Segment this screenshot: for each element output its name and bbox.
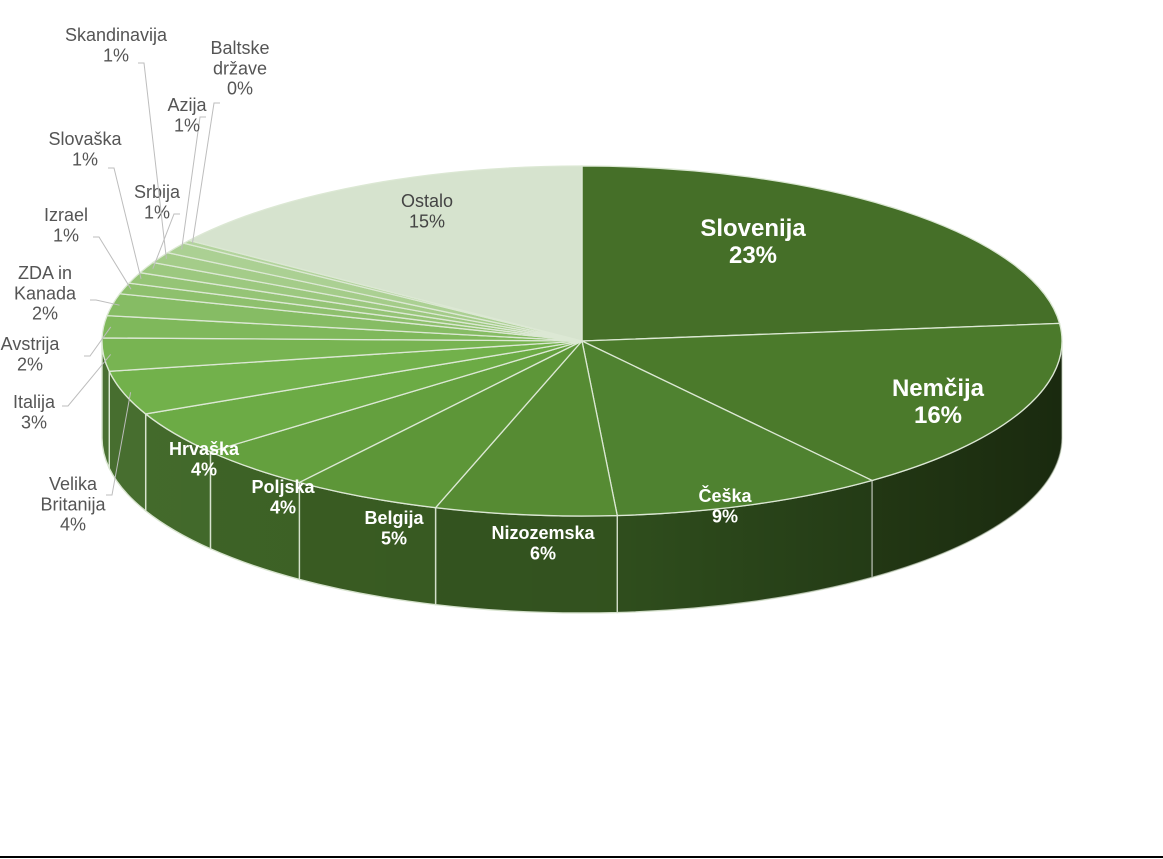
pie-slice-češka	[581, 339, 874, 517]
slice-percent-češka: 9%	[712, 506, 738, 526]
slice-name-srbija: Srbija	[134, 182, 181, 202]
slice-name-slovenija: Slovenija	[700, 215, 806, 242]
side-shading	[102, 341, 1062, 613]
slice-name-velika-britanija: Velika	[49, 474, 98, 494]
slice-name-azija: Azija	[167, 95, 207, 115]
slice-percent-skandinavija: 1%	[103, 45, 129, 65]
slice-percent-avstrija: 2%	[17, 354, 43, 374]
slice-name-baltske-države: Baltske	[210, 38, 269, 58]
slice-name-češka: Češka	[698, 485, 752, 506]
slice-percent-slovenija: 23%	[729, 242, 777, 269]
pie-slice-nemčija	[581, 322, 1063, 482]
slice-name-velika-britanija: Britanija	[40, 494, 106, 514]
slice-name-belgija: Belgija	[364, 508, 424, 528]
leader-line-slovaška	[108, 167, 142, 279]
slice-name-nemčija: Nemčija	[892, 375, 985, 402]
slice-percent-belgija: 5%	[381, 528, 407, 548]
slice-name-izrael: Izrael	[44, 205, 88, 225]
slice-percent-srbija: 1%	[144, 202, 170, 222]
slice-name-avstrija: Avstrija	[1, 334, 61, 354]
pie-slice-belgija	[297, 340, 583, 509]
bottom-border	[0, 856, 1163, 858]
slice-percent-zda-in-kanada: 2%	[32, 304, 58, 324]
slice-percent-ostalo: 15%	[409, 211, 445, 231]
leader-line-italija	[62, 354, 112, 407]
slice-percent-izrael: 1%	[53, 225, 79, 245]
leader-line-velika-britanija	[106, 392, 132, 496]
slice-percent-poljska: 4%	[270, 497, 296, 517]
slice-name-zda-in-kanada: Kanada	[14, 283, 77, 303]
slice-name-hrvaška: Hrvaška	[169, 439, 240, 459]
leader-line-azija	[181, 116, 206, 250]
leader-line-skandinavija	[138, 62, 167, 259]
slice-percent-baltske-države: 0%	[227, 79, 253, 99]
slice-name-poljska: Poljska	[251, 477, 315, 497]
slice-percent-slovaška: 1%	[72, 149, 98, 169]
leader-line-izrael	[93, 236, 132, 290]
slice-name-italija: Italija	[13, 392, 56, 412]
slice-percent-velika-britanija: 4%	[60, 515, 86, 535]
slice-percent-hrvaška: 4%	[191, 459, 217, 479]
pie-top	[101, 165, 1063, 517]
slice-name-skandinavija: Skandinavija	[65, 25, 168, 45]
slice-percent-nizozemska: 6%	[530, 543, 556, 563]
slice-name-ostalo: Ostalo	[401, 191, 453, 211]
pie-slice-slovenija	[581, 165, 1061, 342]
pie-slice-nizozemska	[434, 339, 619, 517]
slice-name-baltske-države: države	[213, 58, 267, 78]
leader-line-baltske-države	[191, 102, 220, 244]
leader-line-zda-in-kanada	[90, 299, 120, 306]
leader-line-srbija	[152, 213, 180, 269]
slice-percent-azija: 1%	[174, 115, 200, 135]
pie-slice-ostalo	[187, 165, 583, 342]
leader-line-avstrija	[84, 326, 112, 357]
slice-percent-nemčija: 16%	[914, 402, 962, 429]
slice-name-nizozemska: Nizozemska	[491, 523, 595, 543]
slice-name-slovaška: Slovaška	[48, 129, 122, 149]
pie-sides	[101, 340, 1063, 614]
slice-percent-italija: 3%	[21, 412, 47, 432]
slice-name-zda-in-kanada: ZDA in	[18, 263, 72, 283]
